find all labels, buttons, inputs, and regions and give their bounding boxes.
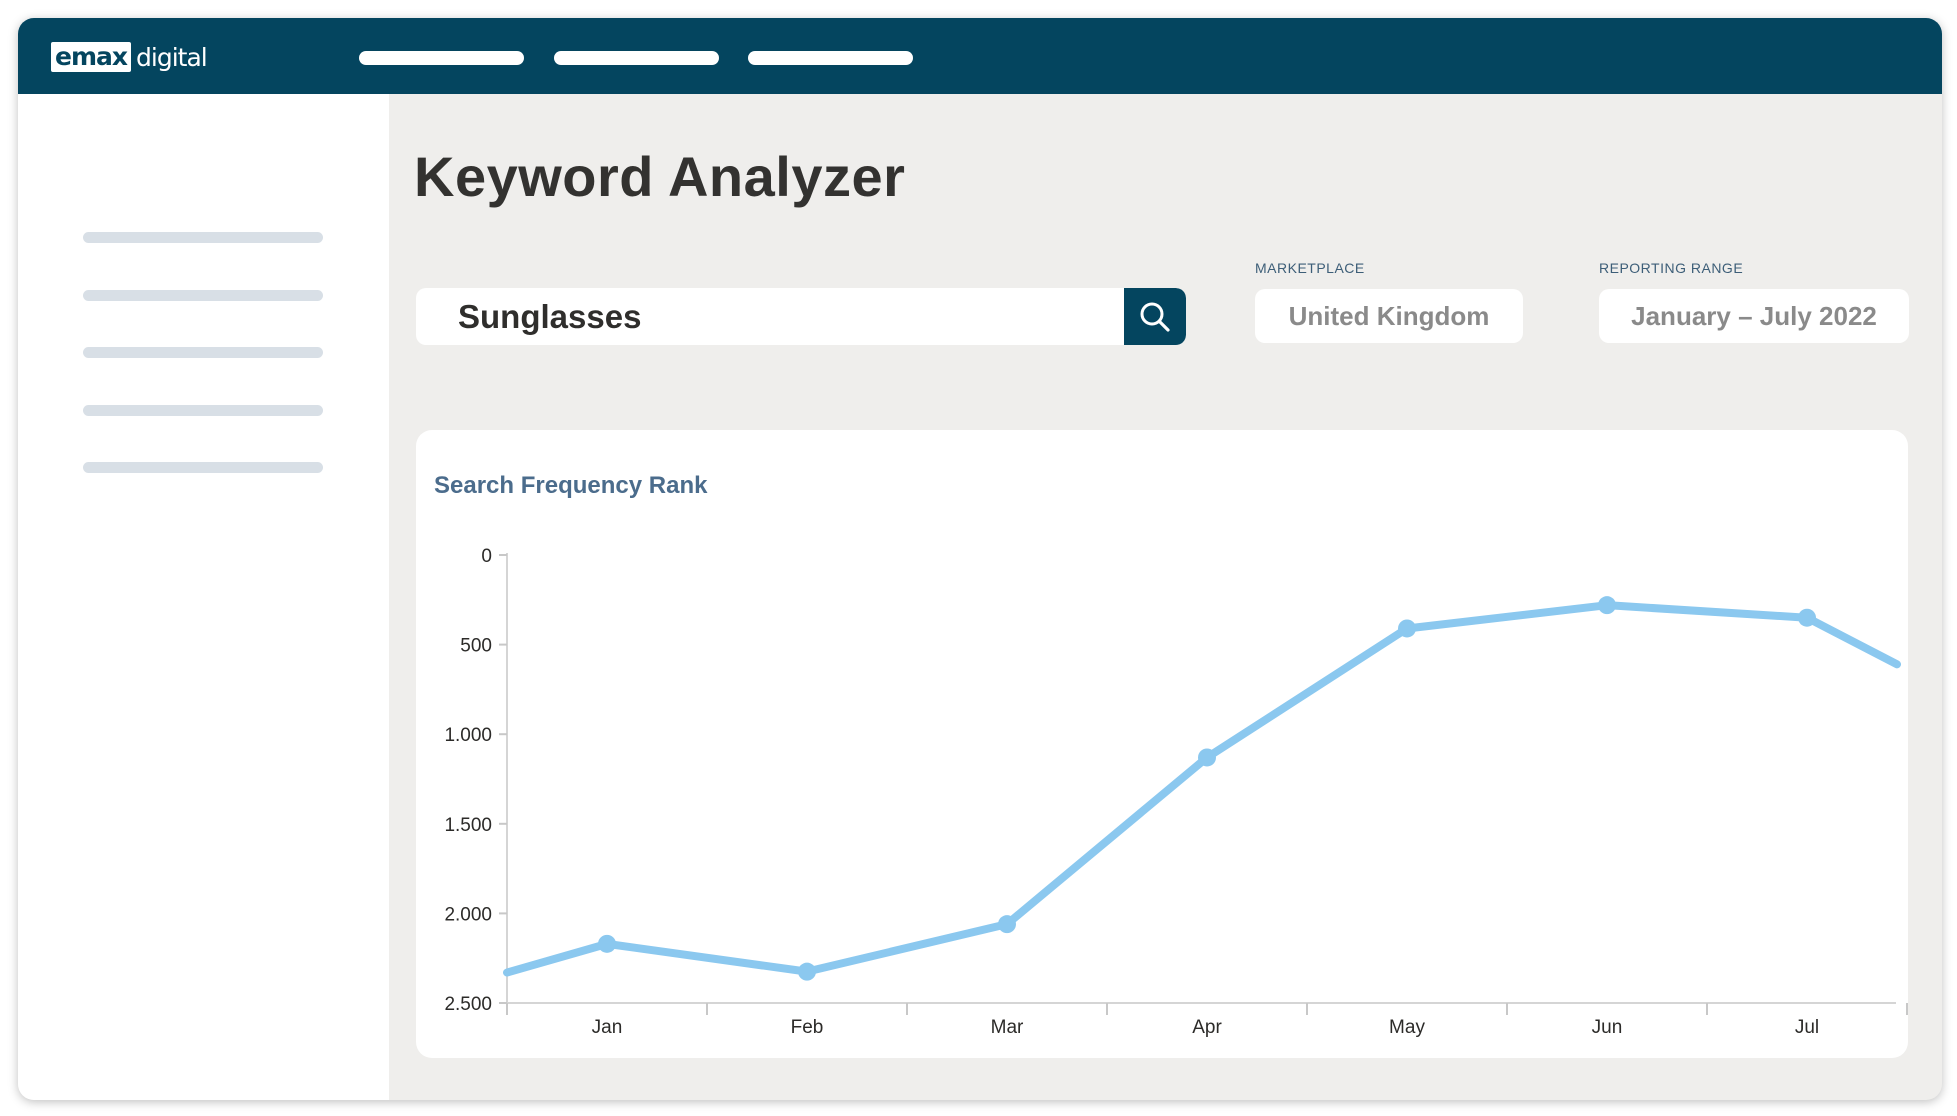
x-tick-label: Feb <box>791 1017 824 1038</box>
marketplace-label: MARKETPLACE <box>1255 260 1365 276</box>
data-point <box>598 934 616 953</box>
y-tick-label: 500 <box>460 636 492 657</box>
search-input-value[interactable]: Sunglasses <box>458 298 642 335</box>
marketplace-select[interactable]: United Kingdom <box>1255 289 1523 343</box>
sidebar-item-placeholder-2[interactable] <box>83 290 323 301</box>
emax-digital-logo[interactable]: emax digital <box>51 41 208 73</box>
logo-mark: emax <box>51 42 132 72</box>
y-tick-label: 2.000 <box>444 904 492 925</box>
search-frequency-rank-chart: 0 500 1.000 1.500 2.000 2.500 Jan Feb Mar Apr May J… <box>444 546 1908 1038</box>
x-tick-label: Jan <box>592 1017 623 1038</box>
nav-item-placeholder-1[interactable] <box>359 51 524 65</box>
x-tick-label: Jul <box>1795 1017 1819 1038</box>
nav-item-placeholder-3[interactable] <box>748 51 913 65</box>
reporting-range-select[interactable]: January – July 2022 <box>1599 289 1909 343</box>
x-tick-label: Jun <box>1592 1017 1623 1038</box>
nav-item-placeholder-2[interactable] <box>554 51 719 65</box>
y-tick-label: 0 <box>481 546 492 567</box>
chart-title: Search Frequency Rank <box>434 472 708 499</box>
data-point <box>1398 619 1416 638</box>
sidebar-item-placeholder-1[interactable] <box>83 232 323 243</box>
x-tick-label: Apr <box>1192 1017 1222 1038</box>
sidebar-item-placeholder-5[interactable] <box>83 462 323 473</box>
y-tick-label: 1.000 <box>444 725 492 746</box>
sidebar <box>18 94 389 1100</box>
keyword-search-field[interactable]: Sunglasses <box>416 288 1186 345</box>
top-navigation-bar: emax digital <box>18 18 1942 94</box>
data-point <box>998 915 1016 934</box>
search-icon <box>1140 302 1170 332</box>
page-title: Keyword Analyzer <box>414 145 906 208</box>
sidebar-item-placeholder-3[interactable] <box>83 347 323 358</box>
search-frequency-rank-card: Search Frequency Rank 0 500 1.000 1.500 2.00… <box>416 430 1908 1058</box>
reporting-range-label: REPORTING RANGE <box>1599 260 1744 276</box>
data-point <box>798 962 816 981</box>
sidebar-item-placeholder-4[interactable] <box>83 405 323 416</box>
data-point <box>1198 748 1216 767</box>
x-tick-label: Mar <box>991 1017 1024 1038</box>
y-tick-label: 1.500 <box>444 815 492 836</box>
x-tick-label: May <box>1389 1017 1425 1038</box>
series-line <box>503 601 1901 977</box>
search-button[interactable] <box>1124 288 1186 345</box>
data-point <box>1598 596 1616 615</box>
logo-text: digital <box>136 42 208 72</box>
y-tick-label: 2.500 <box>444 994 492 1015</box>
app-window: emax digital Keyword Analyzer Sunglasses… <box>18 18 1942 1100</box>
data-point <box>1798 608 1816 627</box>
